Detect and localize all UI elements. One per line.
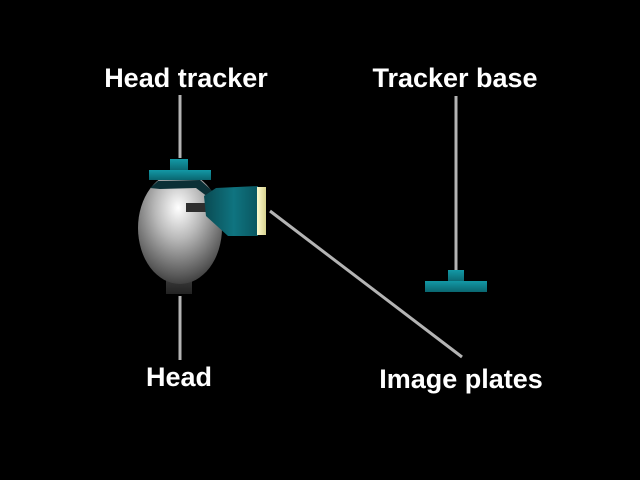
image-plates-label: Image plates: [379, 364, 543, 394]
head-tracker-sensor: [149, 159, 211, 180]
tracker-base-label: Tracker base: [372, 63, 537, 93]
head-label: Head: [146, 362, 212, 392]
image-plates-leader-line: [269, 209, 463, 359]
head-shape: [138, 172, 222, 284]
headband-strap: [150, 180, 218, 200]
head-figure: [138, 172, 222, 294]
image-plate: [257, 187, 266, 235]
headband-side-strap: [186, 203, 208, 212]
hmd-visor: [204, 186, 258, 236]
tracker-base-device: [425, 270, 487, 292]
head-tracker-label: Head tracker: [104, 63, 268, 93]
